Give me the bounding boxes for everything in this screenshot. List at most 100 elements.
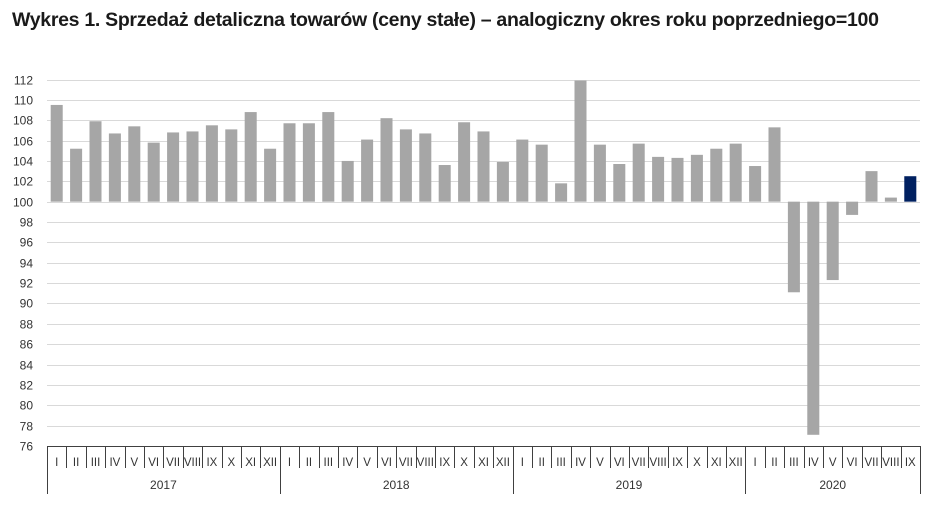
bar [749, 166, 762, 202]
x-tick-label: IX [206, 457, 217, 469]
y-tick-label: 106 [13, 135, 33, 149]
bar [710, 148, 723, 202]
x-tick-label: XII [263, 457, 277, 469]
y-tick-label: 112 [14, 74, 33, 88]
x-tick-label: IV [808, 457, 819, 469]
bar [302, 123, 315, 202]
x-tick-label: VIII [649, 457, 666, 469]
x-tick-label: V [363, 457, 371, 469]
x-tick-label: IV [109, 457, 120, 469]
x-tick-label: XII [496, 457, 510, 469]
bar [846, 201, 859, 215]
x-tick-label: I [753, 457, 756, 469]
bar [652, 156, 665, 202]
x-tick-label: XI [245, 457, 256, 469]
x-tick-label: V [596, 457, 604, 469]
bar [787, 201, 800, 293]
y-tick-label: 100 [13, 196, 33, 210]
y-tick-label: 80 [20, 399, 34, 413]
x-tick-label: III [556, 457, 566, 469]
bar [826, 201, 839, 281]
x-tick-label: IV [575, 457, 586, 469]
x-tick-label: IX [905, 457, 916, 469]
bar [496, 161, 509, 202]
year-label: 2019 [616, 478, 643, 492]
bar [341, 160, 354, 202]
y-tick-label: 78 [20, 420, 34, 434]
x-tick-label: II [306, 457, 312, 469]
bar [361, 139, 374, 202]
bar [205, 125, 218, 202]
bar [555, 183, 568, 202]
x-tick-label: VIII [184, 457, 201, 469]
bar [768, 127, 781, 202]
bar [70, 148, 83, 202]
x-tick-label: V [130, 457, 138, 469]
bar [167, 132, 180, 202]
x-tick-label: VIII [417, 457, 434, 469]
x-tick-label: VII [632, 457, 646, 469]
y-tick-label: 88 [20, 318, 34, 332]
bar [147, 142, 160, 202]
y-tick-label: 76 [20, 440, 34, 454]
bar [865, 171, 878, 202]
x-tick-label: X [460, 457, 468, 469]
year-label: 2020 [819, 478, 846, 492]
x-tick-label: III [324, 457, 334, 469]
bar [186, 131, 199, 202]
x-tick-label: VII [864, 457, 878, 469]
x-tick-label: VI [381, 457, 392, 469]
bar [535, 144, 548, 202]
bar [380, 118, 393, 202]
x-tick-label: II [771, 457, 777, 469]
bar [283, 123, 296, 202]
bar [613, 163, 626, 202]
chart-title: Wykres 1. Sprzedaż detaliczna towarów (c… [12, 9, 879, 31]
x-tick-label: III [91, 457, 101, 469]
x-tick-label: X [693, 457, 701, 469]
x-tick-label: II [539, 457, 545, 469]
x-tick-label: I [521, 457, 524, 469]
bar [419, 133, 432, 202]
bar [244, 112, 257, 202]
x-tick-label: XI [478, 457, 489, 469]
x-tick-label: I [288, 457, 291, 469]
bar [884, 197, 897, 202]
bar [108, 133, 121, 202]
y-tick-label: 104 [13, 155, 33, 169]
bar [50, 104, 63, 202]
y-tick-label: 108 [13, 114, 33, 128]
bar [458, 122, 471, 202]
x-tick-label: VIII [882, 457, 899, 469]
x-tick-label: VII [166, 457, 180, 469]
y-tick-label: 94 [20, 257, 34, 271]
x-tick-label: IX [439, 457, 450, 469]
year-label: 2018 [383, 478, 410, 492]
bar [516, 139, 529, 202]
y-tick-label: 86 [20, 338, 34, 352]
bar [807, 201, 820, 435]
y-tick-label: 84 [20, 359, 34, 373]
bar [225, 129, 238, 202]
x-tick-label: V [829, 457, 837, 469]
bar [671, 157, 684, 202]
x-tick-label: II [73, 457, 79, 469]
bar [89, 121, 102, 202]
y-tick-label: 110 [14, 94, 33, 108]
x-tick-label: IX [672, 457, 683, 469]
bar [438, 165, 451, 202]
bar [593, 144, 606, 202]
bar [729, 143, 742, 202]
x-tick-label: III [789, 457, 799, 469]
x-tick-label: VI [614, 457, 625, 469]
bar [477, 131, 490, 202]
bar [632, 143, 645, 202]
bar [904, 176, 917, 202]
bar [574, 80, 587, 202]
y-tick-label: 96 [20, 236, 34, 250]
y-tick-label: 102 [13, 175, 33, 189]
x-tick-label: VI [148, 457, 159, 469]
y-tick-label: 98 [20, 216, 34, 230]
bar [399, 129, 412, 202]
